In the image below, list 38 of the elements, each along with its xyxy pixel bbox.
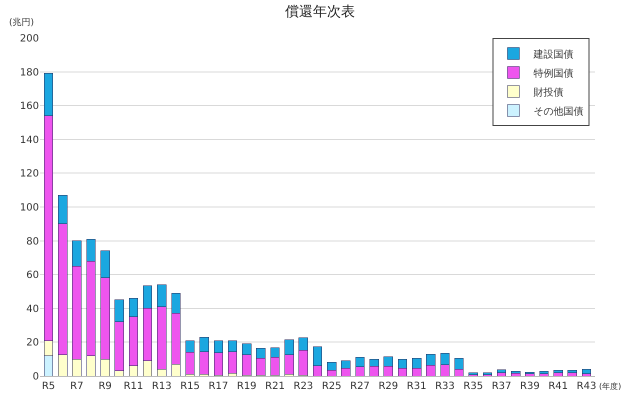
y-tick-label: 80 <box>26 236 39 248</box>
legend-label: 建設国債 <box>532 48 574 60</box>
x-tick-label: R21 <box>265 381 285 392</box>
y-tick-label: 40 <box>26 304 39 315</box>
x-tick-label: R11 <box>124 381 144 392</box>
legend-label: 財投債 <box>533 86 564 98</box>
y-tick-label: 160 <box>20 101 39 112</box>
x-tick-label: R29 <box>378 381 398 392</box>
x-tick-label: R9 <box>98 381 112 392</box>
x-tick-label: R15 <box>180 381 200 392</box>
y-tick-label: 60 <box>26 270 39 282</box>
x-tick-label: R27 <box>350 381 370 392</box>
y-axis-title: (兆円) <box>9 17 34 28</box>
x-tick-label: R33 <box>435 381 455 392</box>
y-tick-label: 20 <box>26 338 39 349</box>
x-tick-label: R23 <box>293 381 314 392</box>
y-tick-label: 120 <box>20 168 39 180</box>
y-tick-label: 180 <box>20 67 39 78</box>
y-tick-label: 200 <box>20 34 39 44</box>
legend-label: 特例国債 <box>533 67 574 80</box>
x-tick-label: R35 <box>463 381 484 392</box>
y-tick-label: 0 <box>32 372 39 382</box>
x-tick-label: R5 <box>42 381 56 392</box>
y-tick-label: 100 <box>20 202 39 214</box>
x-axis-title: (年度) <box>599 382 622 391</box>
x-tick-label: R39 <box>520 381 540 392</box>
x-tick-label: R17 <box>208 381 228 392</box>
x-tick-label: R13 <box>152 381 172 392</box>
y-tick-label: 140 <box>20 134 39 146</box>
chart-title: 償還年次表 <box>285 4 355 20</box>
x-tick-label: R43 <box>576 381 596 392</box>
x-tick-label: R25 <box>322 381 342 392</box>
legend-label: その他国債 <box>533 105 584 118</box>
x-tick-label: R37 <box>492 381 512 392</box>
x-tick-label: R19 <box>236 381 257 392</box>
x-tick-label: R41 <box>548 381 568 392</box>
x-tick-label: R7 <box>70 381 84 392</box>
x-tick-label: R31 <box>406 381 426 392</box>
